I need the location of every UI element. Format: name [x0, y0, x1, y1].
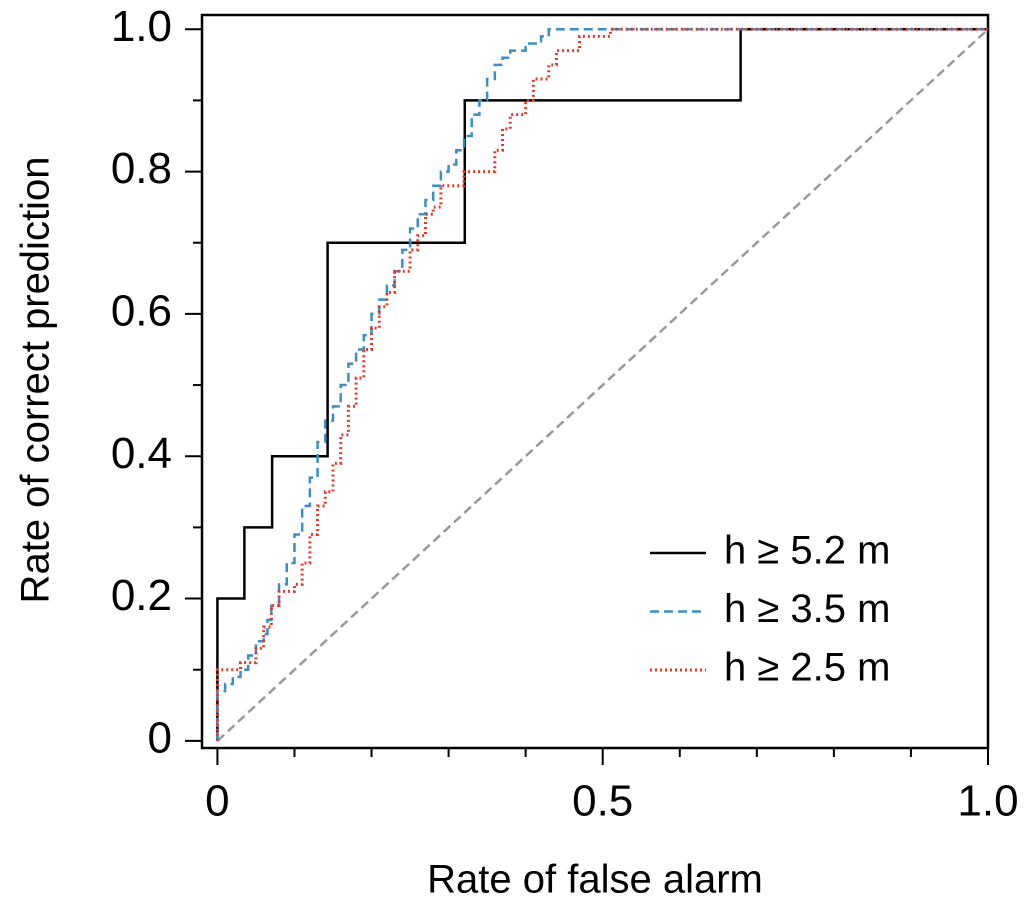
x-axis-label: Rate of false alarm — [427, 858, 763, 902]
y-tick-label: 1.0 — [111, 2, 172, 51]
roc-line — [216, 27, 988, 741]
y-tick-label: 0.8 — [111, 144, 172, 193]
legend-label: h ≥ 2.5 m — [724, 646, 890, 690]
plot-frame — [200, 13, 990, 750]
y-tick-label: 0 — [148, 714, 172, 763]
legend-label: h ≥ 5.2 m — [724, 529, 890, 573]
y-tick-label: 0.2 — [111, 571, 172, 620]
x-tick-label: 0 — [205, 777, 229, 826]
y-tick-label: 0.4 — [111, 429, 172, 478]
x-tick-label: 1.0 — [957, 777, 1018, 826]
reference-line — [216, 28, 989, 742]
y-tick-label: 0.6 — [111, 287, 172, 336]
x-tick-label: 0.5 — [572, 777, 633, 826]
legend-label: h ≥ 3.5 m — [724, 587, 890, 631]
roc-line — [216, 27, 988, 741]
roc-line — [215, 27, 988, 741]
y-axis-label: Rate of correct prediction — [14, 157, 58, 604]
